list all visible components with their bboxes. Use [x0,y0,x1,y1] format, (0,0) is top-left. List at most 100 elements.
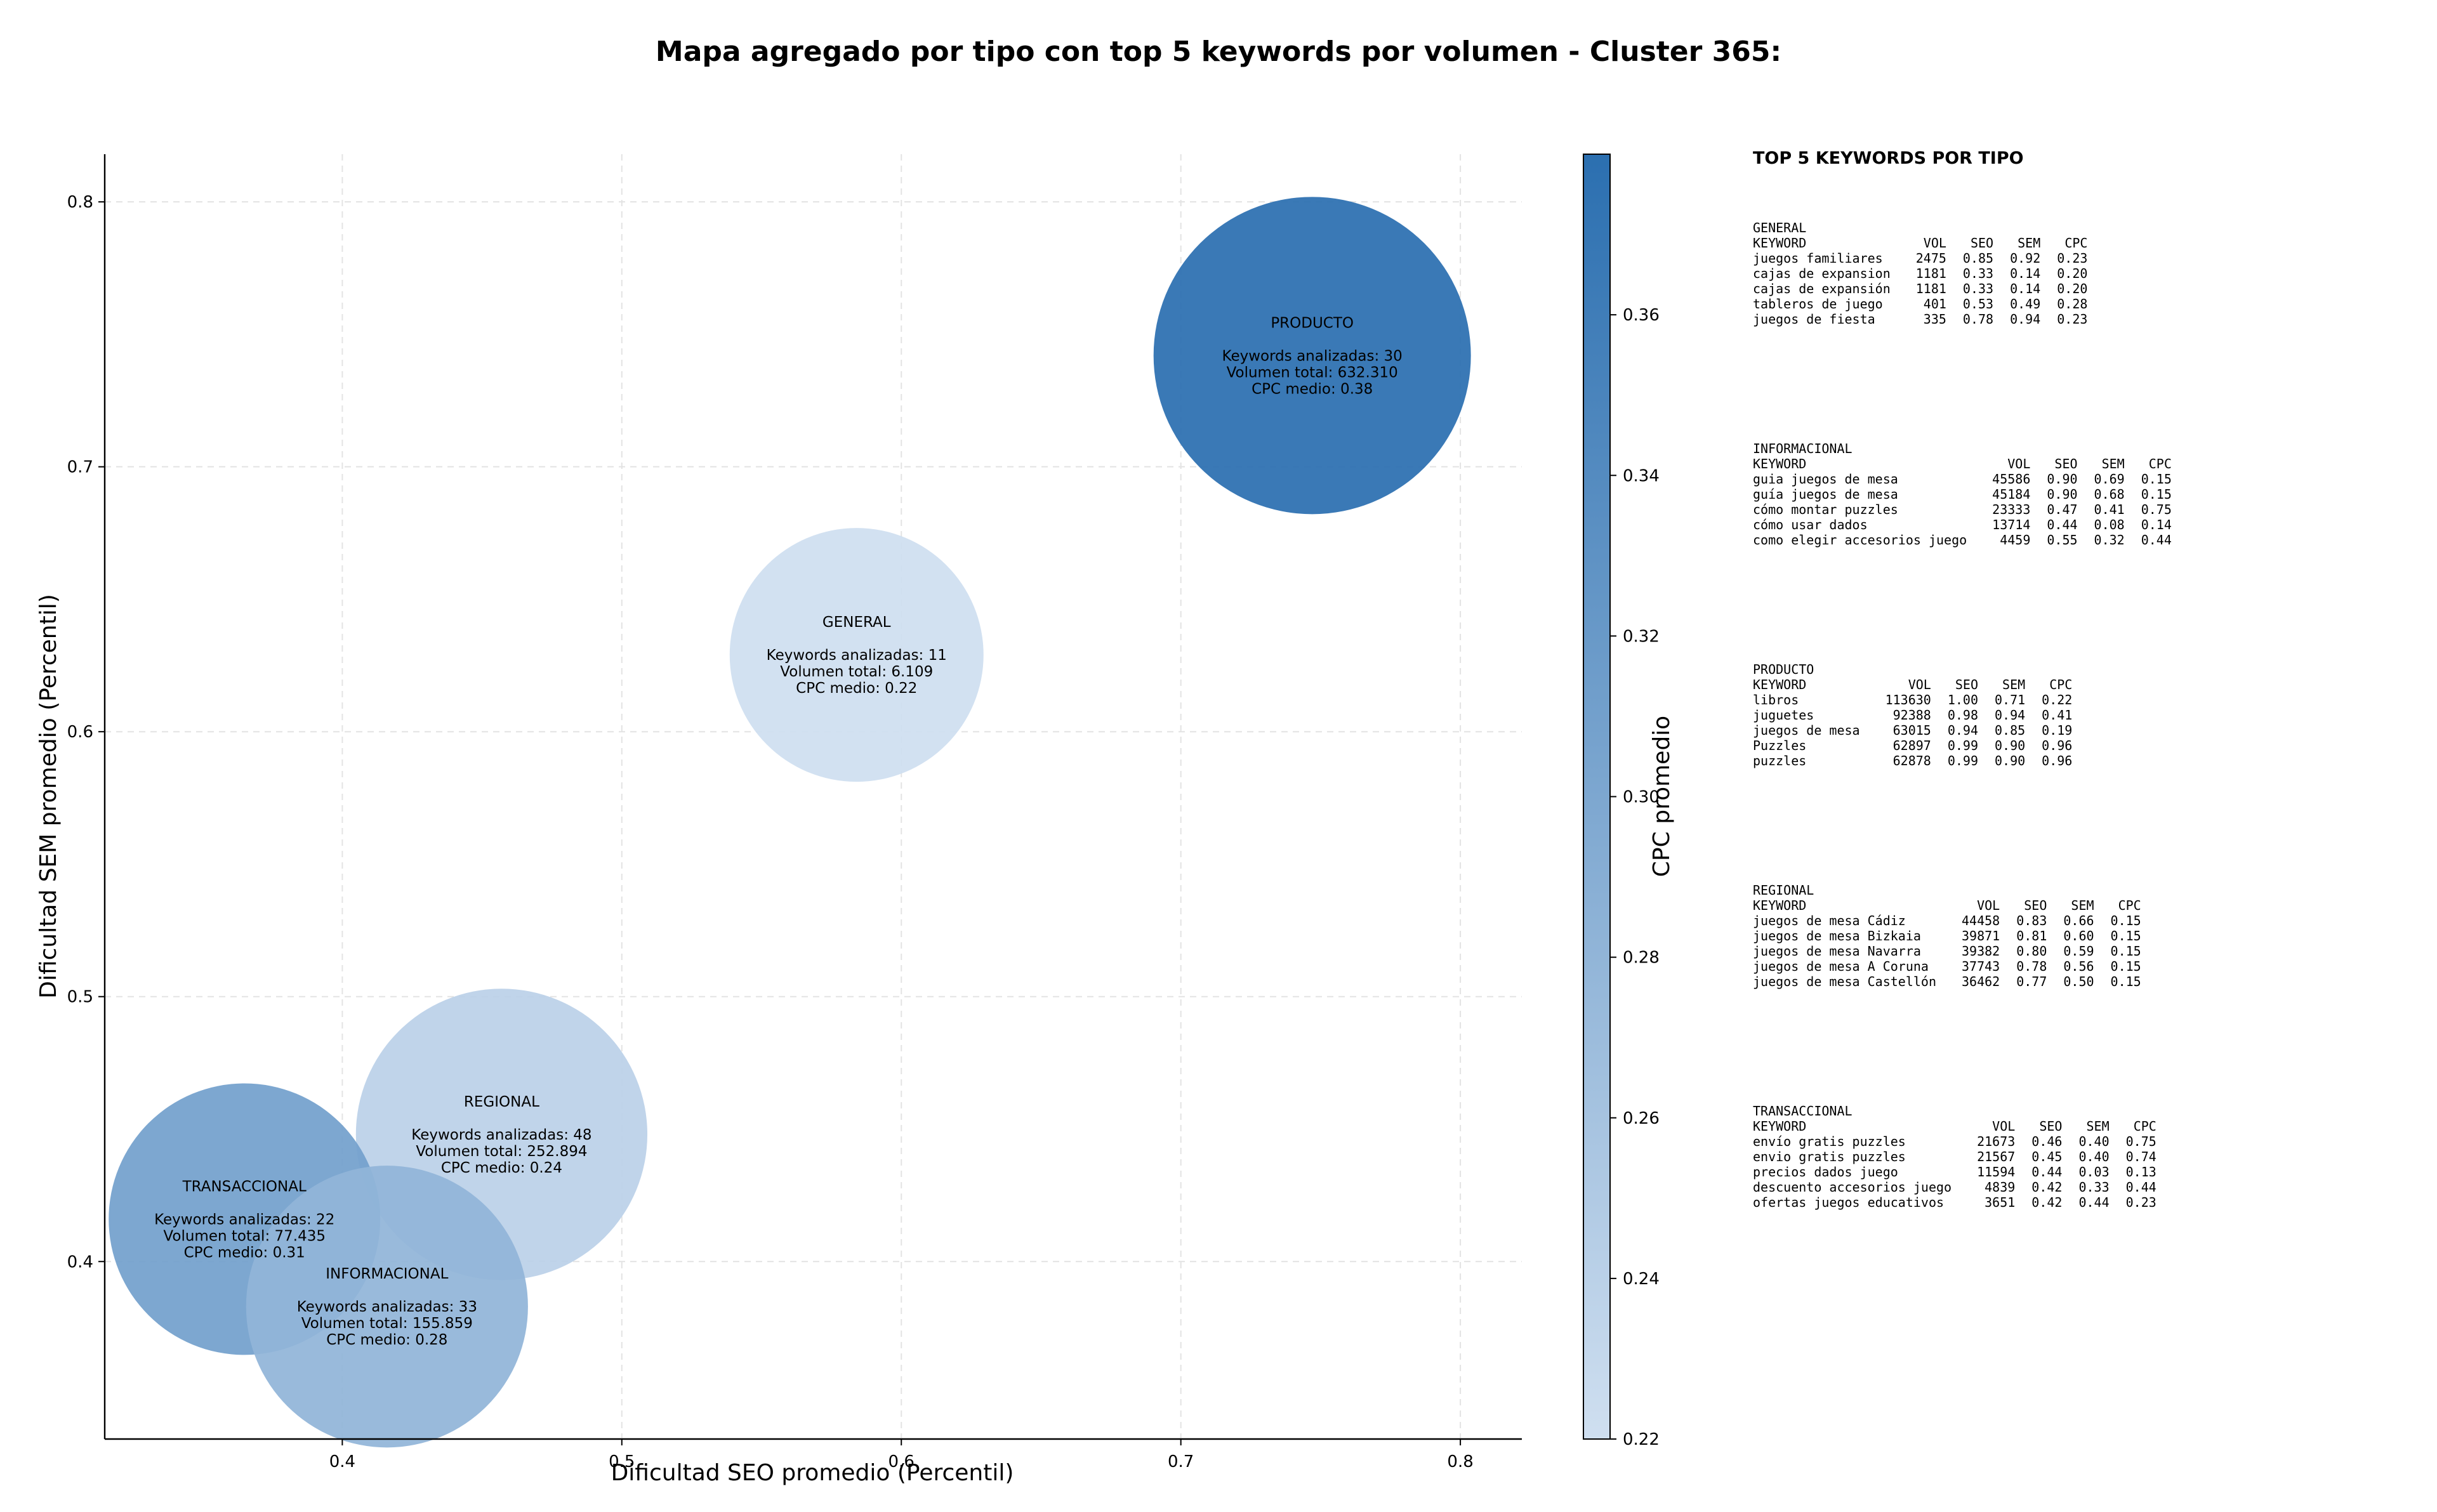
bubble-label: REGIONAL [464,1094,539,1110]
value-cell: 401 [1923,296,1946,312]
table-row: juegos de mesa 63015 0.94 0.85 0.19 [1753,723,2072,738]
value-cell: 0.41 [2042,707,2073,723]
y-tick-label: 0.7 [67,458,93,477]
value-cell: 0.46 [2031,1134,2063,1149]
colorbar-gradient [1583,154,1611,1440]
value-cell: 0.47 [2047,502,2078,517]
value-cell: 0.41 [2094,502,2125,517]
value-cell: 113630 [1885,692,1931,707]
table-row: juegos de mesa A Coruna 37743 0.78 0.56 0.15 [1753,959,2141,974]
group-name: PRODUCTO [1753,662,1814,677]
value-cell: 1181 [1915,281,1946,296]
value-cell: 1181 [1915,266,1946,281]
table-row: cómo montar puzzles 23333 0.47 0.41 0.75 [1753,502,2172,517]
value-cell: 23333 [1992,502,2031,517]
table-row: guía juegos de mesa 45184 0.90 0.68 0.15 [1753,487,2172,502]
value-cell: VOL [1992,1119,2016,1134]
value-cell: 0.80 [2016,943,2047,959]
value-cell: SEO [2024,898,2047,913]
value-cell: 0.81 [2016,928,2047,943]
group-header: GENERAL [1753,220,2087,235]
value-cell: 0.44 [2141,532,2172,548]
value-cell: 0.33 [1962,266,1994,281]
panel-title: TOP 5 KEYWORDS POR TIPO [1753,148,2024,168]
colorbar-tick-label: 0.32 [1623,627,1660,646]
table-row: envio gratis puzzles 21567 0.45 0.40 0.74 [1753,1149,2156,1164]
colorbar-tick-label: 0.30 [1623,788,1660,807]
table-row: envío gratis puzzles 21673 0.46 0.40 0.75 [1753,1134,2156,1149]
value-cell: 0.08 [2094,517,2125,532]
value-cell: 0.28 [2057,296,2088,312]
table-row: cómo usar dados 13714 0.44 0.08 0.14 [1753,517,2172,532]
value-cell: 0.03 [2078,1164,2110,1180]
value-cell: 0.40 [2078,1149,2110,1164]
value-cell: 92388 [1892,707,1931,723]
keyword-cell: descuento accesorios juego [1753,1180,1952,1195]
bubble-label: Volumen total: 6.109 [780,664,933,680]
value-cell: 0.68 [2094,487,2125,502]
table-row: como elegir accesorios juego 4459 0.55 0.32… [1753,532,2172,548]
value-cell: VOL [1977,898,2000,913]
y-tick-label: 0.6 [67,723,93,742]
top-keywords-panel: TOP 5 KEYWORDS POR TIPO GENERAL KEYWORD VO… [1753,148,2426,1324]
colorbar-label: CPC promedio [1649,716,1675,877]
keyword-cell: ofertas juegos educativos [1753,1195,1945,1210]
value-cell: 0.33 [1962,281,1994,296]
bubble-label: GENERAL [822,614,891,631]
value-cell: 0.14 [2010,281,2041,296]
bubble-label: CPC medio: 0.38 [1252,381,1373,397]
group-header: PRODUCTO [1753,662,2072,677]
value-cell: 0.90 [1995,753,2026,768]
bubble-informacional [246,1166,528,1448]
value-cell: 0.99 [1947,738,1978,753]
table-row: juguetes 92388 0.98 0.94 0.41 [1753,707,2072,723]
keyword-cell: como elegir accesorios juego [1753,532,1967,548]
value-cell: 36462 [1961,974,2000,989]
value-cell: 0.90 [2047,487,2078,502]
group-header: INFORMACIONAL [1753,441,2172,456]
x-tick-label: 0.5 [609,1452,635,1471]
value-cell: SEO [2039,1119,2063,1134]
keyword-cell: juegos de fiesta [1753,312,1875,327]
keyword-cell: juegos de mesa Bizkaia [1753,928,1921,943]
table-row: ofertas juegos educativos 3651 0.42 0.44 0.2… [1753,1195,2156,1210]
value-cell: 0.44 [2078,1195,2110,1210]
value-cell: 0.53 [1962,296,1994,312]
bubble-label: Keywords analizadas: 33 [297,1299,477,1315]
value-cell: 11594 [1977,1164,2016,1180]
keyword-table-regional: REGIONAL KEYWORD VOL SEO SEM CPC juegos de mes… [1753,883,2141,989]
bubble-label: Volumen total: 77.435 [163,1228,326,1244]
colorbar-tick-label: 0.28 [1623,949,1660,968]
value-cell: SEM [2101,456,2125,471]
value-cell: 0.45 [2031,1149,2063,1164]
bubble-label: Volumen total: 155.859 [301,1315,473,1332]
table-row: puzzles 62878 0.99 0.90 0.96 [1753,753,2072,768]
bubble-general [729,528,984,782]
bubble-label: TRANSACCIONAL [182,1178,307,1195]
table-header-row: KEYWORD VOL SEO SEM CPC [1753,456,2172,471]
colorbar-tick-label: 0.22 [1623,1430,1660,1449]
keyword-cell: envío gratis puzzles [1753,1134,1906,1149]
table-row: Puzzles 62897 0.99 0.90 0.96 [1753,738,2072,753]
keyword-cell: guia juegos de mesa [1753,471,1898,487]
value-cell: 335 [1923,312,1946,327]
value-cell: 44458 [1961,913,2000,928]
value-cell: 0.56 [2063,959,2094,974]
table-row: juegos de fiesta 335 0.78 0.94 0.23 [1753,312,2087,327]
bubble-label: CPC medio: 0.28 [326,1332,447,1348]
value-cell: 0.23 [2125,1195,2156,1210]
table-row: guia juegos de mesa 45586 0.90 0.69 0.15 [1753,471,2172,487]
table-row: juegos de mesa Bizkaia 39871 0.81 0.60 0.15 [1753,928,2141,943]
keyword-cell: tableros de juego [1753,296,1883,312]
value-cell: SEO [1955,677,1978,692]
value-cell: 0.83 [2016,913,2047,928]
bubble-label: Keywords analizadas: 22 [154,1211,334,1228]
value-cell: 4839 [1985,1180,2016,1195]
axes: 0.4 0.5 0.6 0.7 0.8 0.4 0.5 0.6 0.7 0.8 [67,154,1522,1471]
group-header: TRANSACCIONAL [1753,1103,2156,1119]
keyword-table-transaccional: TRANSACCIONAL KEYWORD VOL SEO SEM CPC envío gr… [1753,1103,2156,1210]
value-cell: 0.22 [2042,692,2073,707]
value-cell: 39871 [1961,928,2000,943]
keyword-cell: cajas de expansión [1753,281,1891,296]
